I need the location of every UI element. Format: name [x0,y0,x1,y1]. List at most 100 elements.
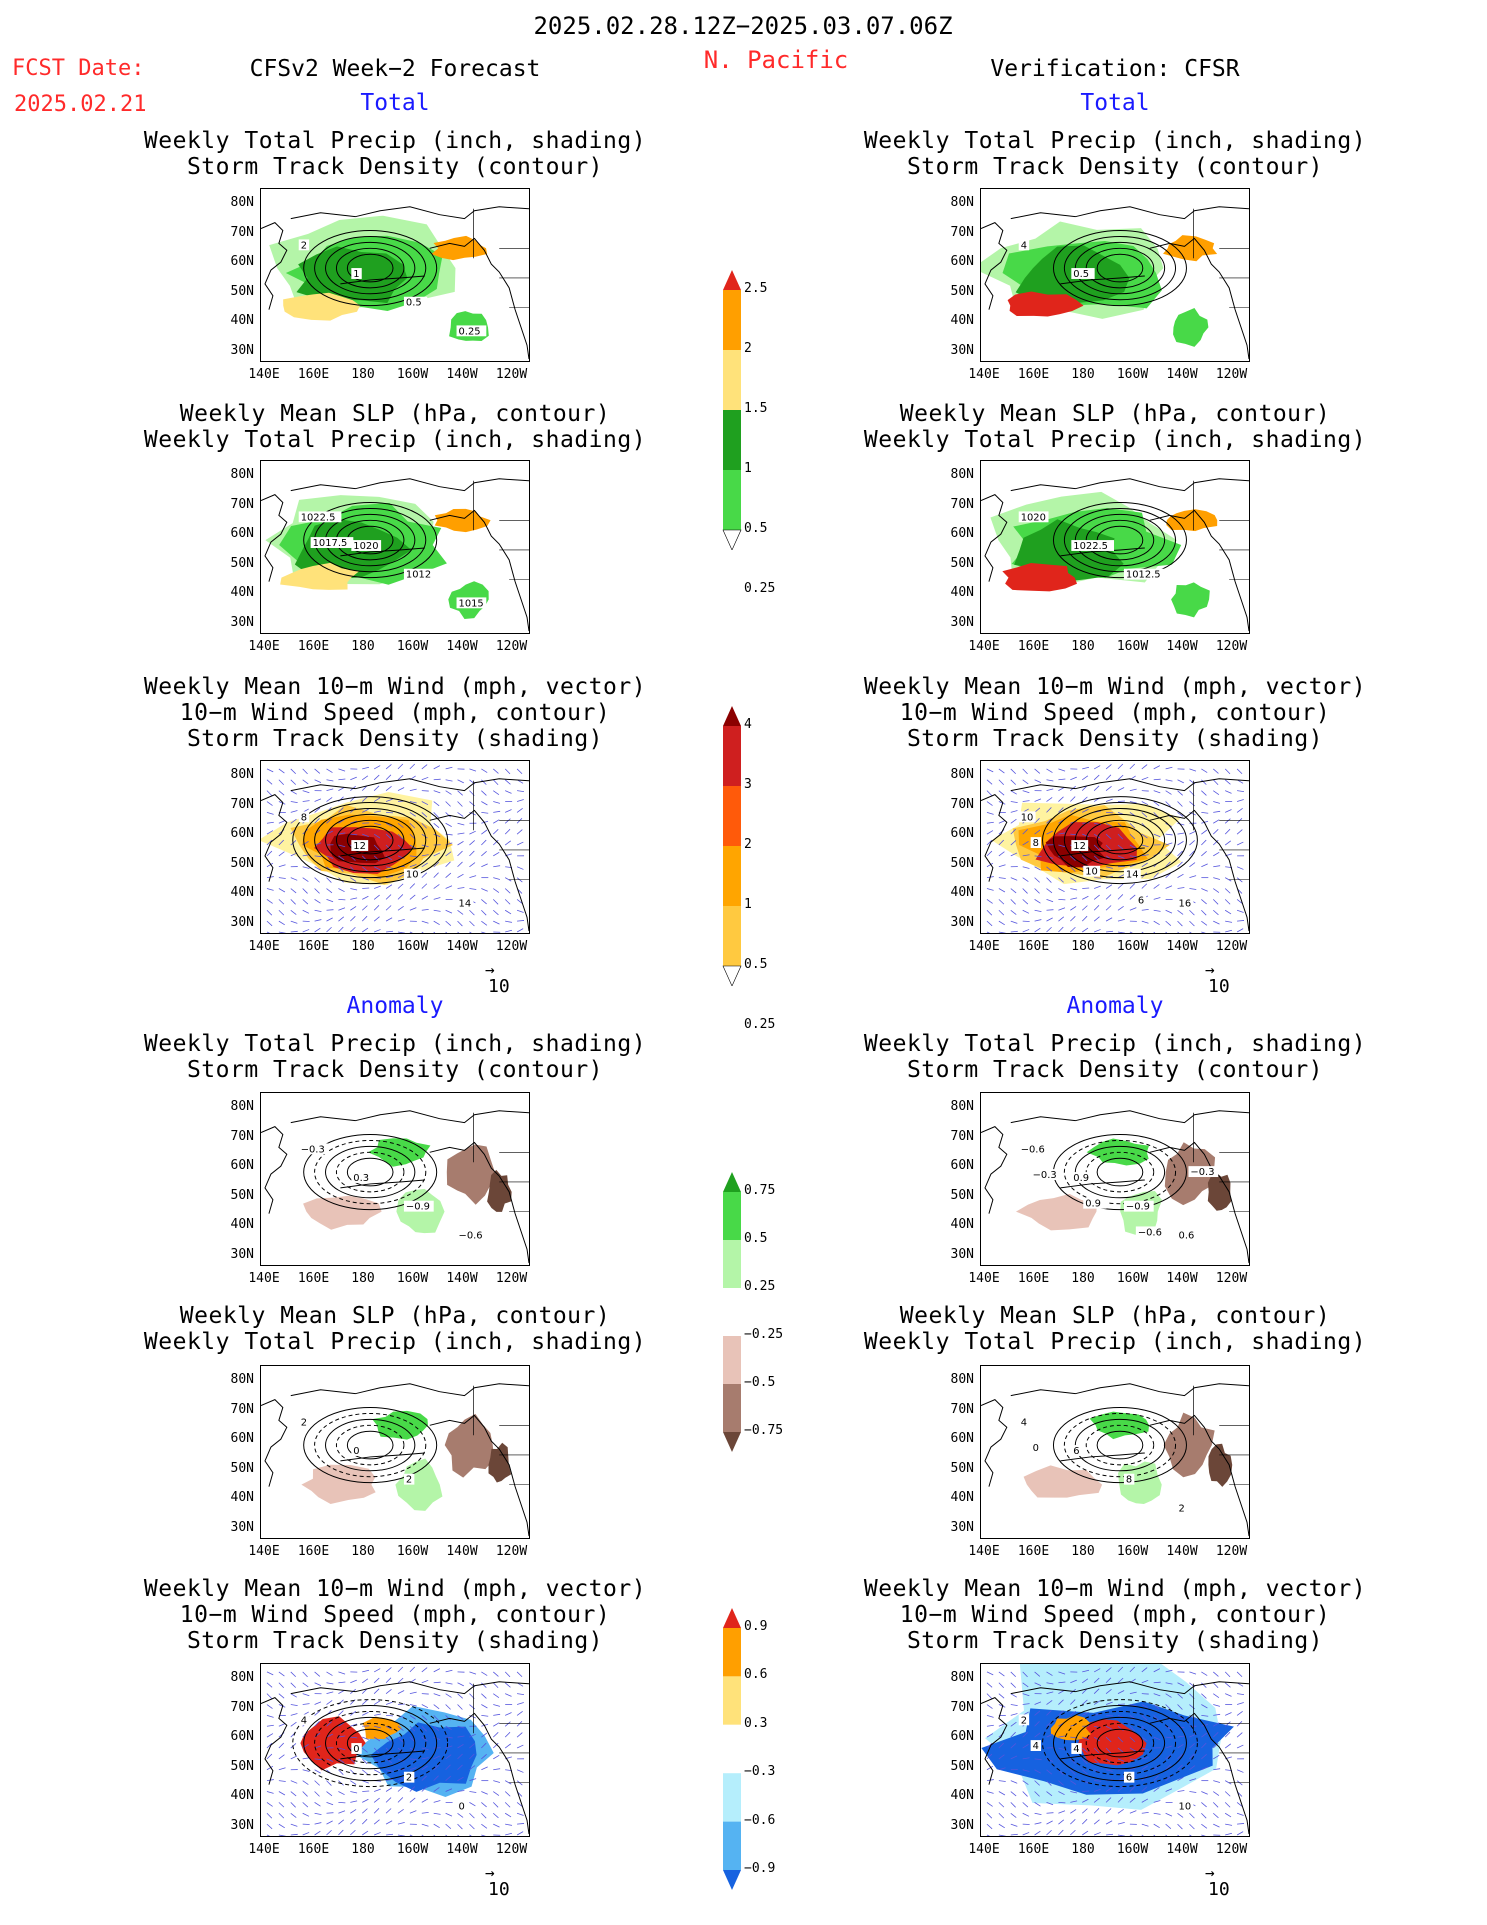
contour-label-bg [1018,239,1030,251]
colorbar-label: 2 [744,341,752,356]
precip-shading [1166,509,1218,532]
longitude-label: 160E [1017,1271,1050,1286]
contour-label: 8 [1126,1475,1132,1486]
colorbar-label: −0.9 [744,1861,776,1876]
contour-label: 2 [406,1475,412,1486]
longitude-label: 140E [248,1842,280,1857]
vector-reference-value: 10 [1208,1879,1230,1900]
latitude-label: 60N [950,1158,974,1173]
latitude-label: 60N [950,1729,974,1744]
colorbar-label: 0.5 [744,957,768,972]
map-panel-obs-anom-wind: 2 4 6 10 4 [980,1663,1250,1837]
latitude-label: 60N [950,254,974,269]
longitude-label: 180 [351,939,375,954]
latitude-label: 40N [230,1217,254,1232]
panel-title-line: 10−m Wind Speed (mph, contour) [899,1602,1331,1628]
latitude-label: 70N [230,1128,254,1144]
contour-label: 0.5 [406,298,422,309]
colorbar-label: 4 [744,717,752,732]
contour-label: 0 [1033,1443,1039,1454]
fcst-date-value: 2025.02.21 [14,92,147,117]
contour-label-bg [1135,894,1147,906]
contour-label-bg [456,597,487,609]
contour-label-bg [1188,1166,1219,1178]
colorbar-label: 2 [744,837,752,852]
map-panel-fc-anom-precip: −0.3 0.3 −0.9 −0.6 [260,1092,530,1266]
map-panel-obs-total-slp: 1020 1022.5 1012.5 [980,460,1250,634]
colorbar-storm-total [722,706,742,986]
contour-label: 0 [353,1446,359,1457]
contour-label: 0 [459,1801,465,1812]
contour-label-bg [1123,1200,1154,1212]
longitude-label: 140W [446,939,478,954]
contour-label: 12 [1073,841,1086,852]
longitude-label: 140W [1166,1271,1198,1286]
longitude-label: 180 [1071,1544,1095,1559]
longitude-label: 140W [446,367,478,382]
map-panel-fc-anom-slp: 2 0 2 [260,1365,530,1539]
contour-lines [292,796,449,885]
panel-title-line: 10−m Wind Speed (mph, contour) [899,700,1331,726]
contour-label-bg [1176,1502,1187,1514]
precip-anomaly-shading [487,1169,512,1212]
precip-anomaly-shading [1117,1461,1162,1504]
longitude-label: 140E [968,639,1000,654]
longitude-label: 180 [351,1842,375,1857]
precip-anomaly-shading [1023,1465,1103,1498]
contour-label-bg [351,1445,362,1456]
date-range-title: 2025.02.28.12Z−2025.03.07.06Z [533,12,953,40]
panel-title-line: Storm Track Density (contour) [186,1057,604,1083]
latitude-label: 30N [230,914,254,930]
contour-label: 1015 [459,598,484,609]
precip-anomaly-shading [1208,1443,1233,1487]
colorbar-precip-anom [723,1172,741,1452]
contour-label: 0.9 [1073,1173,1089,1184]
latitude-label: 30N [230,1817,254,1833]
contour-label-bg [1123,1771,1135,1783]
precip-shading [1173,308,1209,347]
panel-title-line: Weekly Mean 10−m Wind (mph, vector) [863,674,1367,700]
panel-title-line: Weekly Total Precip (inch, shading) [143,427,647,453]
contour-label-bg [1018,511,1049,523]
longitude-label: 180 [1071,1271,1095,1286]
latitude-label: 40N [230,885,254,900]
latitude-label: 70N [950,224,974,240]
contour-label-bg [310,537,354,548]
longitude-label: 160E [1017,1544,1050,1559]
longitude-label: 160W [396,939,429,954]
longitude-label: 160E [1017,939,1050,954]
contour-label-bg [403,1473,415,1485]
contour-label-bg [1176,1800,1194,1812]
contour-lines [1052,1134,1187,1211]
longitude-label: 160W [1116,639,1149,654]
contour-label: 0.9 [1085,1199,1101,1210]
contour-label-bg [403,568,434,580]
contour-label: 4 [1021,1417,1027,1428]
colorbar-bottom-arrow [723,1432,741,1452]
latitude-label: 50N [230,283,254,299]
longitude-label: 140W [446,1842,478,1857]
colorbar-label: 0.5 [744,521,768,536]
panel-title-line: Weekly Total Precip (inch, shading) [143,128,647,154]
vector-reference-value: 10 [488,976,510,997]
precip-shading [1007,291,1084,317]
panel-title-line: Weekly Mean SLP (hPa, contour) [899,1303,1331,1329]
panel-title-line: Weekly Total Precip (inch, shading) [863,427,1367,453]
latitude-label: 80N [230,467,254,482]
contour-label-bg [1018,1143,1049,1155]
longitude-label: 160W [396,1842,429,1857]
wind-vectors [266,1666,525,1836]
contour-label: 1 [353,269,359,280]
contour-label: −0.3 [1033,1170,1057,1181]
latitude-label: 70N [230,796,254,812]
latitude-label: 40N [230,1490,254,1505]
longitude-label: 160W [396,367,429,382]
latitude-label: 40N [950,313,974,328]
longitude-label: 160E [297,939,330,954]
longitude-label: 120W [495,639,528,654]
longitude-label: 160W [1116,939,1149,954]
latitude-label: 50N [230,1758,254,1774]
contour-label: 8 [301,812,307,823]
contour-label-bg [1018,1714,1030,1726]
longitude-label: 140E [968,367,1000,382]
